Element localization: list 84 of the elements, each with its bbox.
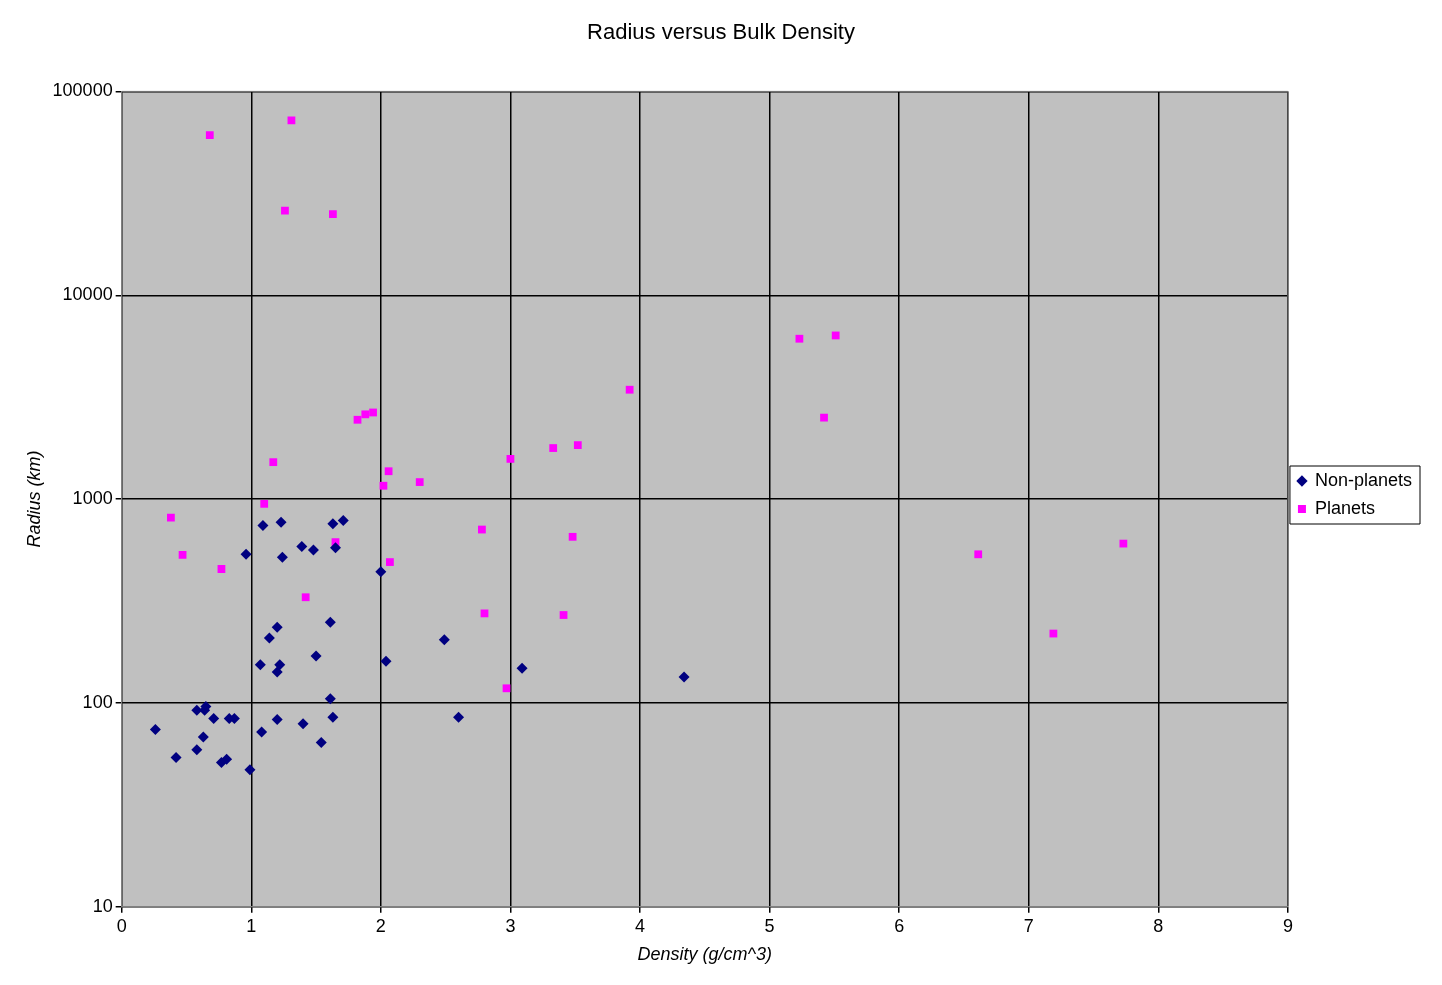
point [263,632,275,644]
point [254,659,266,671]
point [205,131,214,140]
point [375,566,387,578]
y-tick-label: 10000 [62,284,113,305]
point [831,331,840,340]
point [327,518,339,530]
point [502,684,511,693]
point [327,711,339,723]
x-tick-label: 7 [1023,915,1034,936]
point [384,467,393,476]
legend-label: Non-planets [1314,469,1412,490]
x-tick-label: 0 [116,915,127,936]
point [167,513,175,522]
y-tick-label: 10 [92,895,113,916]
point [625,385,634,394]
point [324,693,336,705]
point [271,713,283,725]
point [310,650,322,662]
legend-label: Planets [1314,497,1375,518]
point [678,671,690,683]
point [568,532,577,541]
point [516,662,528,674]
point [274,659,286,671]
point [974,550,983,559]
point [191,744,203,756]
point [549,444,558,452]
x-tick-label: 2 [375,915,386,936]
x-tick-label: 5 [764,915,775,936]
point [276,551,288,563]
point [149,724,161,736]
point [178,550,187,559]
point [269,458,278,467]
point [301,593,310,602]
x-tick-label: 9 [1282,915,1293,936]
point [256,726,268,738]
point [315,736,327,748]
point [820,413,828,422]
point [573,441,582,450]
y-tick-label: 1000 [72,488,113,509]
point [257,520,269,532]
x-tick-label: 8 [1153,915,1164,936]
point [297,718,309,730]
point [361,410,370,419]
point [324,616,336,628]
x-tick-label: 3 [505,915,516,936]
point [197,731,209,743]
point [369,408,377,417]
point [329,542,341,554]
point [478,525,486,534]
point [453,711,465,723]
point [559,611,568,619]
point [281,206,289,215]
point [438,634,450,646]
x-axis-title: Density (g/cm^3) [637,944,773,965]
point [221,753,233,765]
y-axis-title: Radius (km) [23,450,44,548]
point [415,478,424,486]
point [307,544,319,556]
point [271,621,283,633]
y-tick-label: 100 [82,691,113,712]
point [337,515,349,527]
point [170,752,182,763]
point [240,548,252,560]
point [329,210,337,219]
point [386,558,394,566]
point [296,541,308,553]
point [380,655,392,667]
x-tick-label: 6 [894,915,905,936]
point [353,415,362,424]
point [275,516,287,528]
point [208,712,220,724]
point [260,499,269,508]
point [271,666,283,678]
y-tick-label: 100000 [52,80,113,101]
x-tick-label: 1 [246,915,257,936]
point [795,334,804,343]
x-tick-label: 4 [635,915,646,936]
chart-title: Radius versus Bulk Density [587,19,855,45]
point [1119,539,1128,548]
point [379,481,388,490]
point [217,565,226,573]
point [506,455,515,463]
point [244,764,256,776]
